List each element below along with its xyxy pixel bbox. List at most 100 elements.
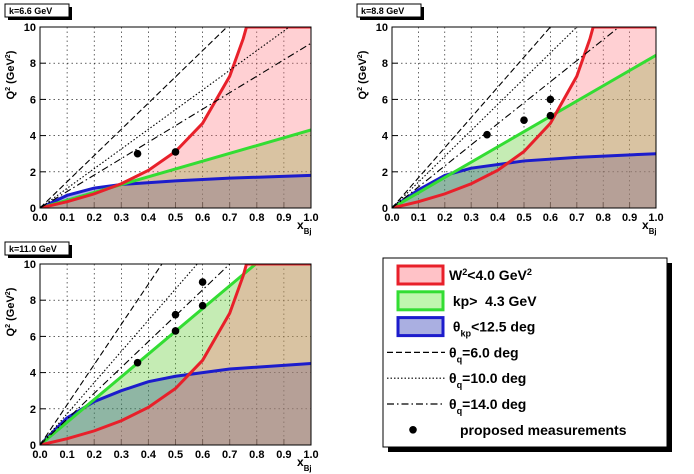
measurement-point xyxy=(520,116,528,125)
legend-swatch xyxy=(396,316,445,338)
x-tick-label: 0.0 xyxy=(32,449,47,461)
label-part: 2 xyxy=(4,291,12,295)
curve xyxy=(392,27,656,208)
label-part: 2 xyxy=(462,267,467,277)
panel-label: k=11.0 GeV xyxy=(9,244,57,254)
label-part: 2 xyxy=(356,54,364,58)
label-part: Bj xyxy=(304,464,312,473)
measurement-point xyxy=(546,111,555,120)
measurement-point xyxy=(198,301,207,310)
y-tick-label: 4 xyxy=(30,368,37,380)
x-tick-label: 0.9 xyxy=(622,212,637,224)
region xyxy=(40,175,311,208)
label: θq=6.0 deg xyxy=(449,344,519,364)
x-tick-label: 0.1 xyxy=(59,212,74,224)
curve xyxy=(40,264,311,445)
x-tick-label: 0.3 xyxy=(114,212,129,224)
x-tick-label: 0.4 xyxy=(490,212,506,224)
region xyxy=(40,27,311,208)
measurement-point xyxy=(198,278,207,286)
label-part: Q xyxy=(5,327,17,336)
measurement-point xyxy=(171,310,180,319)
label-part: 2 xyxy=(4,324,12,328)
label-part: (GeV xyxy=(5,295,17,324)
label-part: Q xyxy=(357,90,369,99)
x-tick-label: 0.6 xyxy=(195,449,210,461)
frame xyxy=(39,263,312,446)
label-part: W xyxy=(449,267,463,283)
y-tick-label: 0 xyxy=(30,203,36,215)
x-tick-label: 0.4 xyxy=(141,212,157,224)
label-part: =6.0 deg xyxy=(462,344,518,360)
curve xyxy=(392,27,578,208)
label-part: ) xyxy=(5,287,17,291)
label-part: Bj xyxy=(649,227,657,236)
curve xyxy=(40,362,311,445)
curve xyxy=(40,264,198,445)
curve xyxy=(40,27,228,208)
x-tick-label: 0.8 xyxy=(249,449,264,461)
label: Q2 (GeV2) xyxy=(4,50,17,99)
label-part: x xyxy=(297,218,304,232)
measurement-point xyxy=(133,149,142,158)
legend-swatch xyxy=(396,290,445,312)
x-tick-label: 0.3 xyxy=(114,449,129,461)
label-part: q xyxy=(457,354,463,364)
label-part: ) xyxy=(5,50,17,54)
label-part: 2 xyxy=(527,267,532,277)
label-part: ) xyxy=(357,50,369,54)
label-part: =10.0 deg xyxy=(462,370,526,386)
x-tick-label: 0.8 xyxy=(249,212,264,224)
y-tick-label: 6 xyxy=(30,331,36,343)
y-tick-label: 6 xyxy=(382,94,388,106)
label-box xyxy=(356,3,422,18)
x-tick-label: 1.0 xyxy=(303,212,318,224)
label-part: proposed measurements xyxy=(460,422,627,438)
label: Q2 (GeV2) xyxy=(356,50,369,99)
measurement-point xyxy=(133,358,142,367)
y-tick-label: 10 xyxy=(376,22,388,34)
label-part: 2 xyxy=(356,87,364,91)
label: Q2 (GeV2) xyxy=(4,287,17,336)
label: xBj xyxy=(297,218,312,236)
label-part: x xyxy=(642,218,649,232)
curve xyxy=(40,27,290,208)
measurement-point xyxy=(171,148,180,156)
frame xyxy=(39,26,312,209)
x-tick-label: 0.7 xyxy=(222,449,237,461)
x-tick-label: 0.4 xyxy=(141,449,157,461)
region xyxy=(40,264,311,445)
plot-area xyxy=(40,264,311,445)
y-tick-label: 0 xyxy=(382,203,388,215)
x-tick-label: 0.0 xyxy=(384,212,399,224)
y-tick-label: 6 xyxy=(30,94,36,106)
legend-box xyxy=(382,257,668,448)
label: xBj xyxy=(642,218,657,236)
label-part: θ xyxy=(449,396,457,412)
y-tick-label: 2 xyxy=(30,404,36,416)
y-tick-label: 4 xyxy=(30,131,37,143)
curve xyxy=(392,27,620,208)
y-tick-label: 2 xyxy=(30,167,36,179)
label-part: <12.5 deg xyxy=(471,319,535,335)
label-part: kp xyxy=(460,329,471,339)
x-tick-label: 0.3 xyxy=(464,212,479,224)
y-tick-label: 4 xyxy=(382,131,389,143)
label: proposed measurements xyxy=(460,422,627,438)
curve xyxy=(392,27,551,208)
legend-swatch xyxy=(396,264,445,286)
x-tick-label: 0.7 xyxy=(222,212,237,224)
x-tick-label: 0.8 xyxy=(596,212,611,224)
label-part: =14.0 deg xyxy=(462,396,526,412)
label: θq=10.0 deg xyxy=(449,370,526,390)
label-box xyxy=(4,3,70,18)
label-part: (GeV xyxy=(5,58,17,87)
label-part: Q xyxy=(5,90,17,99)
label-part: θ xyxy=(449,319,460,335)
label-part: θ xyxy=(449,370,457,386)
y-tick-label: 8 xyxy=(382,58,388,70)
y-tick-label: 2 xyxy=(382,167,388,179)
x-tick-label: 1.0 xyxy=(303,449,318,461)
region xyxy=(40,264,311,445)
